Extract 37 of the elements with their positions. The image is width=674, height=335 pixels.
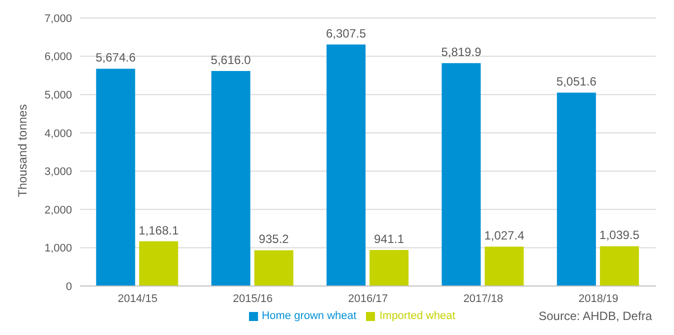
bar [484,246,524,286]
y-tick-label: 3,000 [44,166,72,178]
data-label: 5,674.6 [96,50,136,65]
data-label: 935.2 [258,232,290,246]
legend-label: Home grown wheat [262,310,356,322]
y-tick-label: 5,000 [44,89,72,102]
bar [326,44,366,286]
source-note: Source: AHDB, Defra [538,309,652,323]
data-label: 6,307.5 [326,26,366,41]
x-tick-label: 2015/16 [232,292,273,305]
x-tick-label: 2018/19 [578,292,618,305]
y-tick-label: 7,000 [44,12,72,25]
y-tick-label: 2,000 [44,204,72,216]
data-label: 5,616.0 [210,52,252,67]
y-tick-label: 0 [66,280,72,293]
bar [600,246,639,286]
y-axis-title: Thousand tonnes [15,104,30,197]
y-tick-label: 4,000 [44,128,72,140]
bar [442,63,481,286]
bar [254,250,294,286]
y-tick-label: 6,000 [44,51,72,64]
x-tick-label: 2017/18 [463,292,504,305]
legend-label: Imported wheat [379,310,456,322]
y-tick-label: 1,000 [44,242,72,255]
data-label: 941.1 [374,232,404,246]
bar [211,70,250,286]
bar [370,250,409,286]
bar [556,92,596,286]
data-label: 5,819.9 [441,45,482,60]
bar [139,241,178,286]
data-label: 1,027.4 [484,228,525,243]
bar [96,68,136,286]
x-tick-label: 2016/17 [348,292,388,305]
data-label: 5,051.6 [556,74,597,89]
data-label: 1,039.5 [599,228,640,242]
data-label: 1,168.1 [138,223,179,238]
x-tick-label: 2014/15 [118,292,158,305]
